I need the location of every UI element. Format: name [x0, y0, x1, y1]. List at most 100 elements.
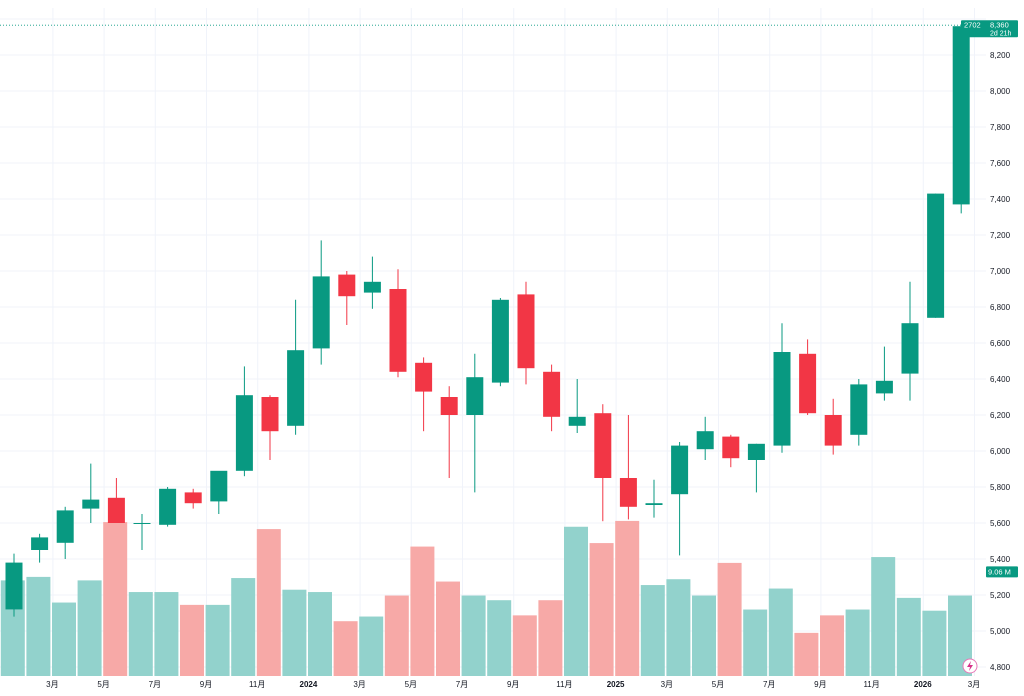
- time-axis[interactable]: 3月 5月 7月 9月 11月 2024 3月 5月 7月 9月 11月 2025 3月 5月 7月 9月 11…: [46, 680, 980, 689]
- y-tick-label: 5,600: [990, 519, 1011, 528]
- candle-body: [31, 537, 49, 550]
- y-tick-label: 6,200: [990, 411, 1011, 420]
- volume-bar: [512, 615, 537, 676]
- x-tick-label: 11月: [249, 680, 265, 689]
- y-tick-label: 6,600: [990, 339, 1011, 348]
- candle-body: [82, 499, 100, 509]
- volume-bar: [820, 615, 844, 676]
- volume-bar: [256, 529, 281, 676]
- candle-body: [312, 276, 330, 349]
- candle-body: [875, 380, 893, 394]
- candle-body: [671, 445, 689, 495]
- candle-body: [517, 294, 535, 369]
- x-tick-label: 7月: [149, 680, 161, 689]
- bar-countdown: 2d 21h: [990, 31, 1012, 38]
- x-tick-label: 3月: [46, 680, 58, 689]
- x-tick-label: 5月: [405, 680, 417, 689]
- candle-body: [619, 478, 637, 507]
- candle-body: [363, 281, 381, 293]
- price-axis[interactable]: 4,800 5,000 5,200 5,400 5,600 5,800 6,000 6,200…: [990, 51, 1011, 672]
- volume-bar: [359, 616, 384, 676]
- candle-body: [799, 353, 817, 414]
- lightning-icon[interactable]: [962, 658, 978, 674]
- y-tick-label: 8,200: [990, 51, 1011, 60]
- last-price-tag-bg: [961, 20, 1018, 38]
- y-tick-label: 6,400: [990, 375, 1011, 384]
- volume-bars: [0, 520, 972, 676]
- x-tick-label: 7月: [763, 680, 775, 689]
- y-tick-label: 7,600: [990, 159, 1011, 168]
- volume-bar: [743, 609, 768, 676]
- y-tick-label: 8,000: [990, 87, 1011, 96]
- x-tick-label: 11月: [863, 680, 879, 689]
- y-tick-label: 5,800: [990, 483, 1011, 492]
- y-tick-label: 6,000: [990, 447, 1011, 456]
- x-tick-label: 3月: [661, 680, 673, 689]
- volume-bar: [128, 592, 153, 676]
- volume-bar: [282, 589, 307, 676]
- volume-bar: [333, 621, 358, 676]
- x-tick-label: 9月: [200, 680, 212, 689]
- x-tick-label: 3月: [968, 680, 980, 689]
- candle-body: [952, 26, 970, 205]
- candle-body: [389, 289, 407, 372]
- volume-bar: [589, 543, 614, 676]
- volume-bar: [922, 610, 947, 676]
- volume-bar: [845, 609, 870, 676]
- volume-bar: [666, 579, 691, 676]
- volume-bar: [154, 592, 179, 676]
- y-tick-label: 7,800: [990, 123, 1011, 132]
- last-volume-label: 9.06 M: [988, 567, 1011, 576]
- candle-body: [5, 562, 23, 610]
- x-tick-label: 7月: [456, 680, 468, 689]
- last-volume-tag-bg: [986, 566, 1018, 578]
- y-tick-label: 6,800: [990, 303, 1011, 312]
- candle-body: [210, 470, 228, 502]
- candles: [5, 24, 970, 617]
- last-volume-tag: 9.06 M: [986, 566, 1018, 578]
- candle-body: [594, 413, 612, 478]
- volume-bar: [461, 595, 486, 676]
- volume-bar: [640, 585, 665, 676]
- volume-bar: [52, 602, 76, 676]
- candle-body: [645, 503, 663, 505]
- volume-bar: [205, 604, 230, 676]
- x-tick-label: 2024: [300, 680, 318, 689]
- last-price-code: 2702: [964, 21, 981, 30]
- y-tick-label: 5,200: [990, 591, 1011, 600]
- candle-body: [466, 377, 484, 415]
- candle-body: [927, 193, 945, 318]
- candle-body: [338, 274, 356, 297]
- x-tick-label: 5月: [712, 680, 724, 689]
- volume-bar: [564, 526, 588, 676]
- candle-body: [261, 397, 279, 432]
- volume-bar: [717, 562, 742, 676]
- x-tick-label: 2026: [914, 680, 932, 689]
- volume-bar: [26, 576, 51, 676]
- x-tick-label: 3月: [353, 680, 365, 689]
- volume-bar: [896, 597, 921, 676]
- last-price-tag: 2702 8,360 2d 21h: [961, 20, 1018, 38]
- volume-bar: [308, 592, 332, 676]
- volume-bar: [794, 632, 819, 676]
- x-tick-label: 5月: [97, 680, 109, 689]
- volume-bar: [436, 581, 460, 676]
- candle-body: [107, 497, 125, 523]
- y-tick-label: 5,000: [990, 627, 1011, 636]
- y-tick-label: 4,800: [990, 663, 1011, 672]
- volume-bar: [871, 557, 896, 676]
- volume-bar: [384, 595, 409, 676]
- candle-body: [543, 371, 561, 417]
- y-tick-label: 5,400: [990, 555, 1011, 564]
- candle-body: [747, 443, 765, 460]
- candle-body: [773, 352, 791, 446]
- volume-bar: [103, 522, 128, 676]
- candle-body: [56, 510, 74, 543]
- y-tick-label: 7,000: [990, 267, 1011, 276]
- candle-body: [850, 384, 868, 435]
- volume-bar: [77, 580, 102, 676]
- candle-body: [491, 299, 509, 383]
- volume-bar: [180, 604, 204, 676]
- x-tick-label: 9月: [507, 680, 519, 689]
